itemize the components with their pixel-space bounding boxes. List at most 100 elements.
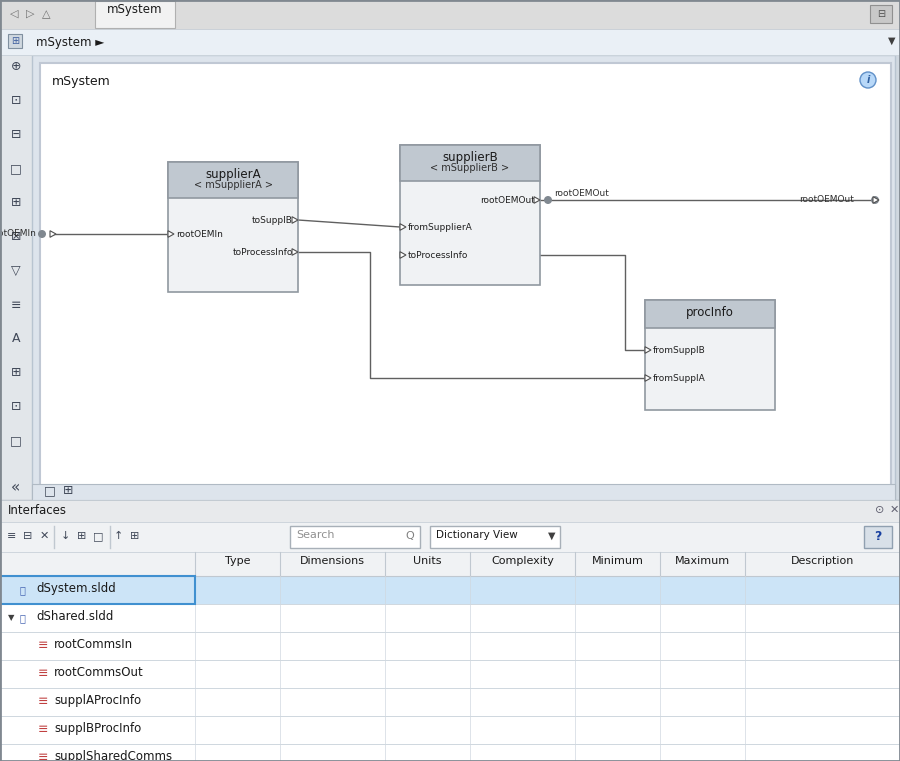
- Text: ▼: ▼: [548, 531, 556, 541]
- Text: rootOEMOut: rootOEMOut: [480, 196, 535, 205]
- Text: □: □: [10, 163, 22, 176]
- Text: ⊕: ⊕: [11, 61, 22, 74]
- Circle shape: [871, 196, 879, 204]
- Polygon shape: [645, 347, 651, 353]
- Text: □: □: [10, 435, 22, 447]
- Text: dShared.sldd: dShared.sldd: [36, 610, 113, 623]
- Text: toSuppIB: toSuppIB: [252, 216, 293, 225]
- Text: ✕: ✕: [40, 531, 49, 541]
- Text: supplierB: supplierB: [442, 151, 498, 164]
- Bar: [168, 162, 298, 292]
- Circle shape: [544, 196, 552, 204]
- Bar: [0, 55, 32, 500]
- Text: ▽: ▽: [11, 265, 21, 278]
- Text: 📄: 📄: [20, 585, 26, 595]
- Text: «: «: [12, 480, 21, 495]
- Bar: [0, 522, 900, 552]
- Text: ≡: ≡: [11, 298, 22, 311]
- Text: mSystem ►: mSystem ►: [36, 36, 104, 49]
- Text: Description: Description: [791, 556, 854, 566]
- Text: ≡: ≡: [38, 667, 49, 680]
- Text: ⊠: ⊠: [11, 231, 22, 244]
- Text: Minimum: Minimum: [591, 556, 644, 566]
- Text: Dimensions: Dimensions: [300, 556, 365, 566]
- Bar: [32, 484, 895, 500]
- Circle shape: [38, 230, 46, 238]
- Text: fromSupplierA: fromSupplierA: [408, 223, 472, 232]
- Text: mSystem: mSystem: [52, 75, 111, 88]
- Polygon shape: [168, 231, 174, 237]
- Text: supplSharedComms: supplSharedComms: [54, 750, 172, 761]
- Text: ▼: ▼: [8, 613, 14, 622]
- Bar: [430, 526, 560, 548]
- Text: ≡: ≡: [38, 639, 49, 652]
- Text: ⊡: ⊡: [11, 400, 22, 413]
- Text: rootCommsIn: rootCommsIn: [54, 638, 133, 651]
- Text: < mSupplierB >: < mSupplierB >: [430, 163, 509, 173]
- Text: 📄: 📄: [20, 613, 26, 623]
- Bar: [0, 688, 900, 716]
- Text: fromSuppIA: fromSuppIA: [653, 374, 706, 383]
- Text: ⊞: ⊞: [77, 531, 86, 541]
- Bar: [400, 145, 540, 285]
- Text: Complexity: Complexity: [491, 556, 554, 566]
- Text: ↓: ↓: [60, 531, 69, 541]
- Text: supplAProcInfo: supplAProcInfo: [54, 694, 141, 707]
- Text: procInfo: procInfo: [686, 306, 733, 319]
- Text: ⊟: ⊟: [877, 9, 885, 19]
- Bar: [0, 29, 900, 55]
- Bar: [864, 526, 892, 548]
- Bar: [32, 55, 895, 500]
- Bar: [0, 500, 900, 761]
- Text: rootOEMOut: rootOEMOut: [799, 195, 854, 204]
- Text: Type: Type: [225, 556, 250, 566]
- Polygon shape: [50, 231, 56, 237]
- Text: ⊞: ⊞: [11, 196, 22, 209]
- Bar: [0, 744, 900, 761]
- Text: rootOEMOut: rootOEMOut: [554, 189, 609, 198]
- Text: □: □: [93, 531, 104, 541]
- Text: ?: ?: [874, 530, 882, 543]
- Text: ≡: ≡: [38, 724, 49, 737]
- Text: Search: Search: [296, 530, 335, 540]
- Bar: [0, 716, 900, 744]
- Bar: [0, 660, 900, 688]
- Bar: [0, 0, 900, 29]
- Text: ◁: ◁: [10, 9, 18, 19]
- Text: i: i: [867, 75, 869, 85]
- Text: □: □: [44, 485, 56, 498]
- Polygon shape: [534, 196, 540, 203]
- Polygon shape: [873, 196, 879, 203]
- Text: ▷: ▷: [26, 9, 34, 19]
- Text: Dictionary View: Dictionary View: [436, 530, 518, 540]
- Text: rootOEMIn: rootOEMIn: [0, 229, 36, 238]
- Bar: [290, 526, 420, 548]
- Text: Maximum: Maximum: [675, 556, 730, 566]
- Polygon shape: [400, 224, 406, 231]
- Text: mSystem: mSystem: [107, 4, 163, 17]
- Polygon shape: [645, 374, 651, 381]
- Text: toProcessInfo: toProcessInfo: [408, 251, 468, 260]
- Bar: [0, 500, 900, 522]
- Bar: [0, 576, 195, 604]
- Text: ≡: ≡: [7, 531, 17, 541]
- Text: supplierA: supplierA: [205, 168, 261, 181]
- Text: ≡: ≡: [38, 696, 49, 708]
- Bar: [400, 145, 540, 181]
- Text: Interfaces: Interfaces: [8, 504, 67, 517]
- Text: ▼: ▼: [888, 36, 896, 46]
- Bar: [645, 300, 775, 410]
- Polygon shape: [292, 217, 298, 223]
- Bar: [95, 1, 175, 28]
- Text: ⊙: ⊙: [876, 505, 885, 515]
- Text: ⊞: ⊞: [11, 367, 22, 380]
- Text: ⊞: ⊞: [63, 485, 73, 498]
- Bar: [8, 34, 22, 48]
- Text: dSystem.sldd: dSystem.sldd: [36, 582, 116, 595]
- Bar: [0, 576, 900, 604]
- Bar: [0, 604, 900, 632]
- Text: ⊟: ⊟: [23, 531, 32, 541]
- Text: < mSupplierA >: < mSupplierA >: [194, 180, 273, 190]
- Text: A: A: [12, 333, 20, 345]
- Text: ⊟: ⊟: [11, 129, 22, 142]
